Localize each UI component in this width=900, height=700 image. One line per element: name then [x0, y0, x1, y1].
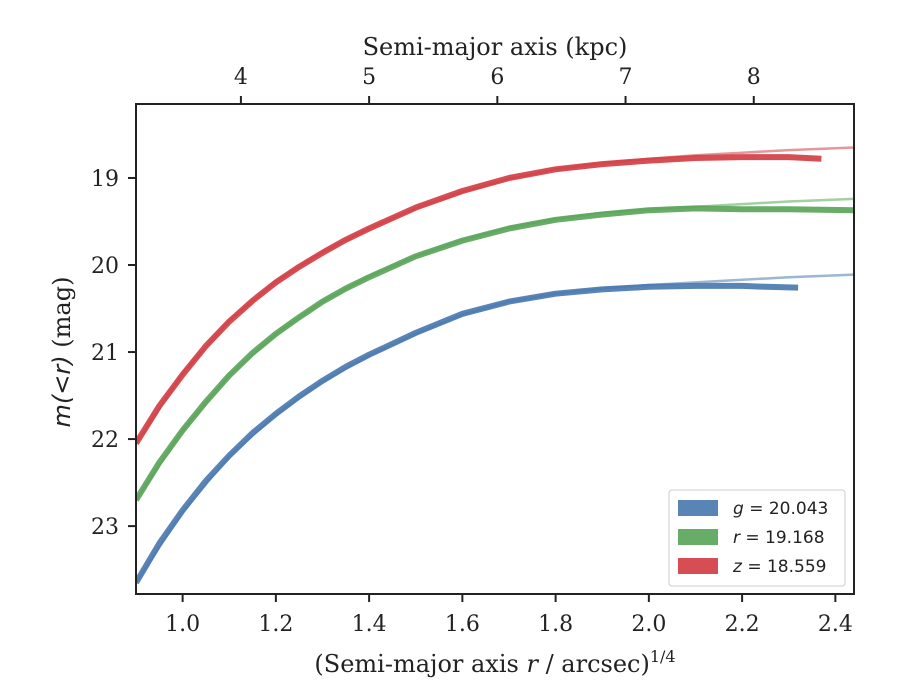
y-tick-label: 19 [91, 167, 119, 192]
x-axis-title-pre: (Semi-major axis [314, 650, 526, 678]
plot-frame [135, 103, 855, 595]
x-axis-title-post: / arcsec) [538, 650, 650, 678]
legend-label-r: r = 19.168 [733, 528, 825, 548]
x-tick-label: 1.6 [445, 612, 480, 637]
model-curve-z [136, 146, 854, 445]
top-tick-label: 5 [362, 65, 376, 90]
top-tick-label: 4 [234, 65, 248, 90]
legend-swatch-g [678, 500, 718, 516]
top-axis-title: Semi-major axis (kpc) [363, 33, 628, 61]
model-curve-r [136, 197, 854, 502]
top-tick-label: 8 [747, 65, 761, 90]
x-axis-title: (Semi-major axis r / arcsec)1/4 [314, 647, 675, 678]
y-axis-title-unit: (mag) [48, 277, 76, 356]
x-axis-title-exponent: 1/4 [650, 647, 676, 666]
y-tick-label: 22 [91, 428, 119, 453]
series-layer [136, 146, 854, 585]
ticks-layer: 1.0 1.2 1.4 1.6 1.8 2.0 2.2 2.4 19 20 21 22 23 4 5 6 7 8 [91, 65, 853, 637]
top-tick-label: 7 [619, 65, 633, 90]
legend-label-g: g = 20.043 [733, 499, 828, 519]
x-tick-label: 2.4 [818, 612, 853, 637]
x-axis-title-var: r [526, 650, 539, 678]
y-axis-title: m(<r) (mag) [48, 277, 76, 428]
y-axis-title-var: m(<r) [48, 355, 76, 427]
data-band-g [136, 282, 799, 585]
legend-label-z: z = 18.559 [732, 557, 826, 577]
y-tick-label: 20 [91, 254, 119, 279]
legend-swatch-z [678, 558, 718, 574]
data-band-r [136, 205, 854, 502]
x-tick-label: 2.0 [631, 612, 666, 637]
y-tick-label: 21 [91, 341, 119, 366]
x-tick-label: 1.2 [258, 612, 293, 637]
x-tick-label: 1.4 [352, 612, 387, 637]
y-tick-label: 23 [91, 515, 119, 540]
x-tick-label: 1.0 [165, 612, 200, 637]
legend: g = 20.043 r = 19.168 z = 18.559 [668, 489, 846, 587]
legend-swatch-r [678, 529, 718, 545]
data-band-z [136, 154, 822, 445]
x-tick-label: 2.2 [725, 612, 760, 637]
top-tick-label: 6 [490, 65, 504, 90]
x-tick-label: 1.8 [538, 612, 573, 637]
